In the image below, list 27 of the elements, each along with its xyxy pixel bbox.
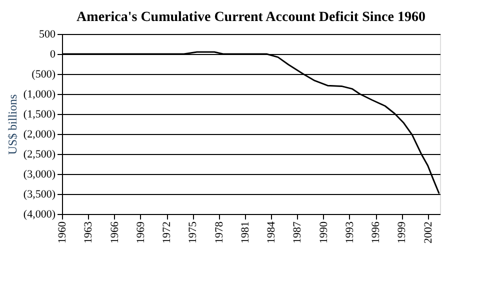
x-tick-label: 1963 <box>82 221 95 244</box>
x-tick-label: 1984 <box>266 221 278 244</box>
y-tick-label: 0 <box>50 48 56 60</box>
y-tick-label: (2,000) <box>23 128 56 140</box>
x-tick-label: 1975 <box>187 221 200 244</box>
y-tick-label: (500) <box>32 68 56 80</box>
y-tick-label: (4,000) <box>23 208 56 220</box>
y-axis-title: US$ billions <box>5 94 20 155</box>
chart-title: America's Cumulative Current Account Deficit Since 1960 <box>76 10 426 25</box>
x-tick-label: 1996 <box>370 221 382 244</box>
x-tick-label: 1966 <box>108 221 121 244</box>
y-tick-label: (3,500) <box>23 188 56 200</box>
x-tick-label: 1999 <box>396 221 408 244</box>
x-tick-label: 1993 <box>344 221 356 244</box>
y-tick-label: (1,500) <box>23 108 56 120</box>
x-tick-label: 1990 <box>318 221 330 244</box>
y-tick-label: (3,000) <box>23 168 56 180</box>
x-tick-label: 1972 <box>161 222 174 244</box>
x-tick-label: 2002 <box>422 222 434 244</box>
x-tick-label: 1969 <box>134 221 147 244</box>
x-tick-label: 1987 <box>292 221 304 244</box>
y-tick-label: (1,000) <box>23 88 56 100</box>
y-tick-label: 500 <box>39 28 56 40</box>
x-tick-label: 1981 <box>239 222 252 244</box>
y-tick-label: (2,500) <box>23 148 56 160</box>
x-tick-label: 1978 <box>213 221 226 244</box>
x-tick-label: 1960 <box>56 221 68 244</box>
